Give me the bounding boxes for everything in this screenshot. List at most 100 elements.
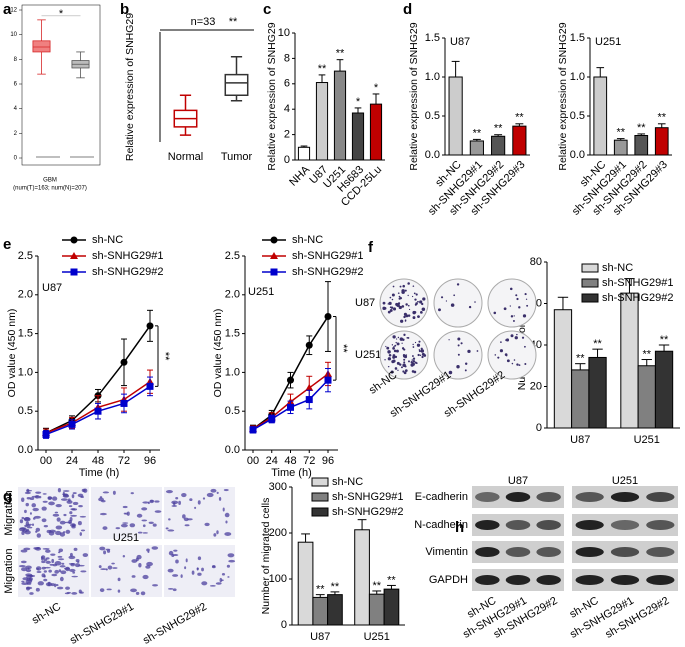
cell [62,491,65,496]
colony [392,355,396,359]
point [249,426,257,434]
panel-letter: g [3,488,12,505]
colony [401,342,403,344]
colony [493,311,497,315]
cell [221,579,224,582]
image-row-label: U251 [355,349,381,361]
bar [620,292,639,429]
significance: ** [316,584,325,596]
legend-label: sh-NC [332,476,363,488]
y-tick-label: 6 [14,82,18,88]
cell [75,559,80,563]
legend-swatch [581,293,599,303]
cell [117,589,121,593]
cell [99,546,106,551]
significance: ** [372,580,381,592]
cell [71,494,75,499]
cell [215,582,222,585]
legend-label: sh-NC [292,234,323,246]
cell [152,584,158,587]
significance: ** [159,352,171,361]
colony [412,285,415,287]
x-tick-label: U87 [570,434,590,446]
cell [58,548,64,553]
y-tick-label: 0.0 [18,444,33,456]
y-tick-label: 1.5 [18,328,33,340]
colony [395,349,399,353]
colony [421,355,424,359]
panel-letter: c [263,1,271,18]
colony [410,361,413,364]
cell [66,591,71,594]
legend-marker [270,236,278,244]
y-tick-label: 1.5 [570,32,585,44]
cell [47,581,51,587]
legend-swatch [581,263,599,273]
legend-label: sh-NC [92,234,123,246]
colony [468,305,472,309]
colony [390,306,394,310]
image-row-label: U87 [355,297,375,309]
colony [404,320,407,322]
blot-band [575,547,604,557]
colony [511,362,514,365]
cell [228,559,236,563]
y-tick-label: 1.5 [225,328,240,340]
cell [226,564,231,568]
cell [224,532,232,536]
cell [216,530,219,535]
cell [138,563,142,568]
colony [387,365,390,368]
bar [654,127,669,156]
cell [196,567,199,571]
blot-band [575,492,604,502]
point [287,403,294,411]
bar [297,146,311,161]
legend-label: sh-SNHG29#2 [332,506,404,518]
cell [221,573,226,576]
colony [524,345,526,348]
cell [112,567,118,569]
x-tick-label: 72 [303,455,315,467]
y-tick-label: 2 [14,131,18,137]
cell [210,488,217,493]
cell [172,574,179,577]
x-axis-label: Time (h) [271,467,312,479]
blot-row-label: GAPDH [429,574,468,586]
blot-band [610,547,640,557]
colony [505,339,507,341]
colony [382,301,386,305]
colony [398,297,401,300]
cell [66,500,73,504]
colony [412,346,415,348]
significance: ** [336,48,345,60]
plot-frame [21,4,101,166]
cell [41,573,46,578]
cell [71,523,76,527]
y-tick-label: 0.5 [570,110,585,122]
colony [518,306,521,309]
cell [44,566,51,569]
bar [368,593,385,626]
significance: * [374,82,379,94]
colony [398,295,401,298]
colony [415,302,418,305]
colony [391,293,395,297]
cell [172,554,179,557]
blot-band [575,520,604,530]
cell [29,512,32,515]
cell [185,558,188,563]
cell [149,499,154,504]
legend-label: sh-SNHG29#1 [602,277,674,289]
cell [201,567,204,572]
colony [417,353,420,357]
cell [42,493,47,495]
colony [518,364,521,367]
colony [476,350,479,352]
colony [417,300,419,303]
colony [412,343,414,346]
x-tick-label: 96 [322,455,334,467]
bar [593,76,608,156]
colony [422,297,426,301]
